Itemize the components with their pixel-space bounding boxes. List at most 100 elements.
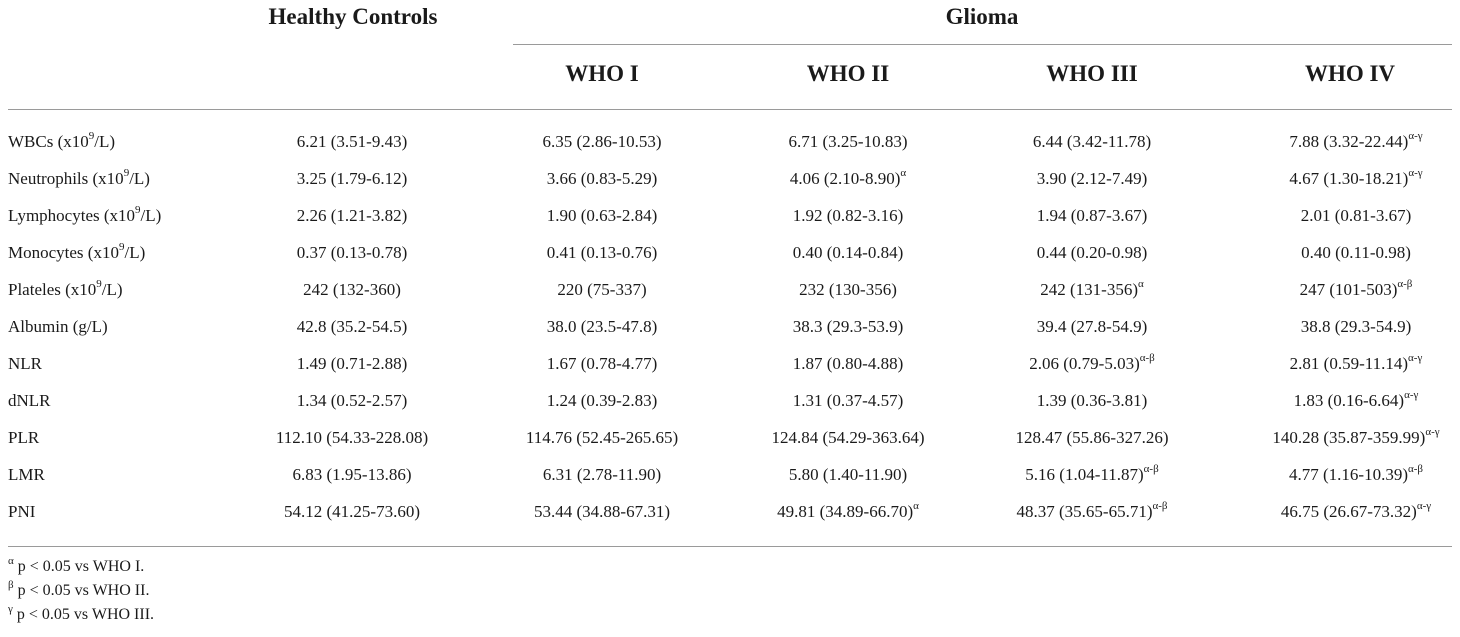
cell-value: 42.8 (35.2-54.5) [296, 317, 408, 336]
table-cell: 1.67 (0.78-4.77) [547, 354, 657, 374]
table-cell: 2.26 (1.21-3.82) [297, 206, 407, 226]
table-cell: 4.67 (1.30-18.21)α-γ [1289, 168, 1422, 189]
table-cell: 232 (130-356) [799, 280, 897, 300]
header-who-i: WHO I [565, 61, 639, 86]
cell-value: 5.16 (1.04-11.87) [1025, 465, 1144, 484]
footnote-symbol: β [8, 578, 14, 591]
table-cell: 46.75 (26.67-73.32)α-γ [1280, 501, 1431, 522]
row-label-text: Lymphocytes (x10 [8, 206, 136, 225]
table-cell: 6.83 (1.95-13.86) [293, 465, 412, 485]
cell-value: 1.87 (0.80-4.88) [792, 354, 904, 373]
table-cell: 6.71 (3.25-10.83) [789, 132, 908, 152]
row-label-text: Plateles (x10 [8, 280, 97, 299]
cell-value: 38.0 (23.5-47.8) [546, 317, 658, 336]
row-label-text: PNI [8, 502, 36, 521]
row-label-text: NLR [8, 354, 42, 373]
table-cell: 1.92 (0.82-3.16) [793, 206, 903, 226]
significance-marker: α-β [1143, 463, 1159, 476]
cell-value: 39.4 (27.8-54.9) [1036, 317, 1148, 336]
row-label-text: WBCs (x10 [8, 132, 89, 151]
cell-value: 3.90 (2.12-7.49) [1036, 169, 1148, 188]
row-label: Lymphocytes (x109/L) [8, 205, 161, 226]
cell-value: 4.06 (2.10-8.90) [789, 169, 901, 188]
table-cell: 0.41 (0.13-0.76) [547, 243, 657, 263]
table-cell: 0.44 (0.20-0.98) [1037, 243, 1147, 263]
cell-value: 2.26 (1.21-3.82) [296, 206, 408, 225]
cell-value: 2.06 (0.79-5.03) [1029, 354, 1140, 373]
table-cell: 49.81 (34.89-66.70)α [777, 500, 919, 522]
row-label-unit: /L) [101, 280, 123, 299]
cell-value: 6.21 (3.51-9.43) [296, 132, 408, 151]
cell-value: 5.80 (1.40-11.90) [788, 465, 908, 484]
cell-value: 124.84 (54.29-363.64) [771, 428, 925, 447]
row-label: Albumin (g/L) [8, 317, 108, 337]
table-cell: 3.66 (0.83-5.29) [547, 169, 657, 189]
cell-value: 46.75 (26.67-73.32) [1280, 502, 1417, 521]
significance-marker: α [900, 167, 907, 180]
table-cell: 1.34 (0.52-2.57) [297, 391, 407, 411]
header-glioma: Glioma [945, 4, 1019, 29]
cell-value: 2.81 (0.59-11.14) [1289, 354, 1409, 373]
table-bottom-rule [8, 546, 1452, 547]
header-who-iv: WHO IV [1304, 61, 1396, 86]
cell-value: 128.47 (55.86-327.26) [1015, 428, 1169, 447]
row-label-text: Neutrophils (x10 [8, 169, 124, 188]
cell-value: 1.90 (0.63-2.84) [546, 206, 658, 225]
row-label: PNI [8, 502, 35, 522]
cell-value: 6.35 (2.86-10.53) [542, 132, 662, 151]
table-cell: 242 (131-356)α [1040, 278, 1144, 300]
table-cell: 48.37 (35.65-65.71)α-β [1016, 501, 1167, 522]
row-label: WBCs (x109/L) [8, 130, 115, 152]
cell-value: 0.40 (0.11-0.98) [1301, 243, 1411, 262]
cell-value: 1.39 (0.36-3.81) [1036, 391, 1148, 410]
cell-value: 3.66 (0.83-5.29) [546, 169, 658, 188]
significance-marker: α [1137, 278, 1144, 291]
cell-value: 6.31 (2.78-11.90) [542, 465, 662, 484]
cell-value: 48.37 (35.65-65.71) [1016, 502, 1153, 521]
table-cell: 112.10 (54.33-228.08) [276, 428, 428, 448]
table-cell: 114.76 (52.45-265.65) [526, 428, 678, 448]
cell-value: 2.01 (0.81-3.67) [1300, 206, 1412, 225]
row-label-exponent: 9 [123, 167, 130, 180]
table-cell: 1.39 (0.36-3.81) [1037, 391, 1147, 411]
table-cell: 0.40 (0.14-0.84) [793, 243, 903, 263]
table-cell: 1.94 (0.87-3.67) [1037, 206, 1147, 226]
cell-value: 1.24 (0.39-2.83) [546, 391, 658, 410]
cell-value: 140.28 (35.87-359.99) [1272, 428, 1426, 447]
table-cell: 38.3 (29.3-53.9) [793, 317, 903, 337]
cell-value: 49.81 (34.89-66.70) [777, 502, 914, 521]
row-label-exponent: 9 [96, 278, 102, 291]
table-cell: 1.31 (0.37-4.57) [793, 391, 903, 411]
header-bottom-rule [8, 109, 1452, 110]
table-cell: 1.87 (0.80-4.88) [793, 354, 903, 374]
row-label-exponent: 9 [88, 130, 95, 143]
cell-value: 4.67 (1.30-18.21) [1289, 169, 1409, 188]
table-cell: 53.44 (34.88-67.31) [534, 502, 670, 522]
table-cell: 6.35 (2.86-10.53) [543, 132, 662, 152]
table-cell: 5.16 (1.04-11.87)α-β [1025, 463, 1159, 485]
significance-marker: α [913, 500, 919, 513]
cell-value: 1.92 (0.82-3.16) [792, 206, 904, 225]
cell-value: 114.76 (52.45-265.65) [525, 428, 679, 447]
cell-value: 7.88 (3.32-22.44) [1289, 132, 1409, 151]
row-label-exponent: 9 [118, 241, 125, 254]
row-label: NLR [8, 354, 42, 374]
table-cell: 4.77 (1.16-10.39)α-β [1289, 464, 1423, 485]
table-cell: 3.90 (2.12-7.49) [1037, 169, 1147, 189]
row-label-unit: /L) [124, 243, 146, 262]
cell-value: 1.67 (0.78-4.77) [546, 354, 658, 373]
cell-value: 6.83 (1.95-13.86) [292, 465, 412, 484]
row-label: Neutrophils (x109/L) [8, 167, 150, 189]
cell-value: 242 (132-360) [303, 280, 401, 299]
row-label-text: PLR [8, 428, 40, 447]
footnote-symbol: α [8, 554, 14, 567]
footnote: β p < 0.05 vs WHO II. [8, 578, 149, 600]
significance-marker: α-β [1397, 278, 1413, 291]
table-cell: 1.90 (0.63-2.84) [547, 206, 657, 226]
significance-marker: α-γ [1408, 352, 1423, 365]
footnote-symbol: γ [8, 602, 13, 615]
table-cell: 2.01 (0.81-3.67) [1301, 206, 1411, 226]
table-cell: 2.81 (0.59-11.14)α-γ [1289, 352, 1423, 374]
table-cell: 7.88 (3.32-22.44)α-γ [1289, 131, 1422, 152]
table-cell: 1.49 (0.71-2.88) [297, 354, 407, 374]
